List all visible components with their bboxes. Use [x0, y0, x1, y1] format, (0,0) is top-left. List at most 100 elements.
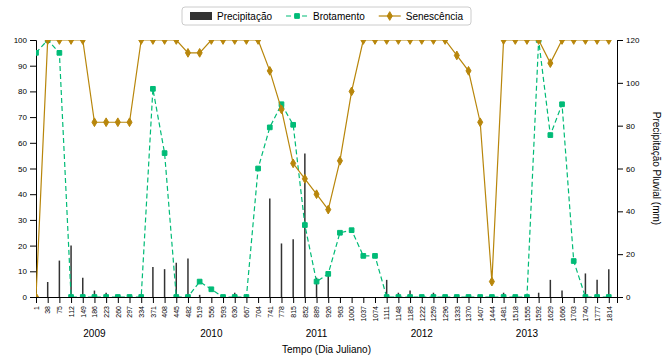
- precip-bar: [47, 282, 49, 297]
- tick-mark: [422, 297, 423, 303]
- tick-label: 1814: [606, 306, 613, 322]
- marker: [513, 40, 518, 44]
- tick: 149: [79, 297, 86, 318]
- tick-mark: [492, 297, 493, 303]
- tick: 1259: [430, 297, 437, 322]
- marker: [361, 40, 366, 44]
- tick-mark: [574, 297, 575, 303]
- tick-mark: [30, 194, 36, 195]
- tick-label: 120: [626, 36, 640, 45]
- tick-label: 223: [103, 306, 110, 318]
- tick-label: 100: [14, 36, 28, 45]
- x-axis-title: Tempo (Dia Juliano): [282, 344, 371, 355]
- tick-mark: [106, 297, 107, 303]
- tick: 926: [325, 297, 332, 318]
- marks: [36, 40, 611, 297]
- tick: 741: [267, 297, 274, 318]
- marker: [466, 295, 471, 297]
- tick-label: 1518: [512, 306, 519, 322]
- tick-mark: [30, 40, 36, 41]
- tick-mark: [30, 220, 36, 221]
- tick-mark: [363, 297, 364, 303]
- tick-label: 70: [18, 113, 27, 122]
- tick-label: 704: [255, 306, 262, 318]
- marker: [232, 295, 237, 297]
- tick-mark: [94, 297, 95, 303]
- tick-mark: [317, 297, 318, 303]
- tick-mark: [352, 297, 353, 303]
- marker: [443, 40, 448, 44]
- tick: 1222: [418, 297, 425, 322]
- marker: [419, 40, 424, 44]
- legend-item: Brotamento: [286, 11, 365, 22]
- marker: [489, 277, 494, 286]
- tick: 38: [44, 297, 51, 314]
- marker: [536, 40, 541, 44]
- plot: 1387511214918622326029733437140844548251…: [14, 36, 662, 355]
- tick-mark: [597, 297, 598, 303]
- tick-mark: [617, 297, 623, 298]
- tick: 593: [220, 297, 227, 318]
- tick-label: 80: [18, 87, 27, 96]
- marker: [186, 295, 191, 297]
- tick-label: 1666: [559, 306, 566, 322]
- tick-label: 60: [626, 165, 635, 174]
- tick: 1185: [407, 297, 414, 321]
- tick-label: 1259: [430, 306, 437, 322]
- tick: 60: [18, 139, 36, 148]
- tick-label: 1407: [477, 306, 484, 322]
- tick: 482: [185, 297, 192, 318]
- tick-label: 445: [173, 306, 180, 318]
- tick-label: 1555: [524, 306, 531, 322]
- marker: [92, 295, 97, 297]
- legend-item: Senescência: [379, 11, 464, 22]
- y-axis: 0102030405060708090100: [14, 36, 37, 302]
- tick-label: 20: [626, 250, 635, 259]
- precip-bar: [187, 258, 189, 297]
- marker: [197, 48, 202, 57]
- marker: [139, 295, 144, 297]
- line: [36, 40, 609, 297]
- tick-mark: [445, 297, 446, 303]
- marker: [571, 40, 576, 44]
- precip-bar: [292, 239, 294, 297]
- marker: [104, 118, 109, 127]
- marker: [291, 122, 296, 127]
- series: [36, 154, 609, 297]
- tick-mark: [617, 169, 623, 170]
- tick-mark: [539, 297, 540, 303]
- tick-mark: [30, 271, 36, 272]
- marker: [209, 287, 214, 292]
- tick-mark: [30, 169, 36, 170]
- tick-mark: [141, 297, 142, 303]
- tick: 1518: [512, 297, 519, 322]
- tick-label: 149: [79, 306, 86, 318]
- tick-label: 741: [267, 306, 274, 318]
- marker: [361, 254, 366, 259]
- tick-label: 371: [150, 306, 157, 318]
- tick: 556: [208, 297, 215, 318]
- tick: 519: [196, 297, 203, 318]
- marker: [326, 205, 331, 214]
- tick-mark: [30, 66, 36, 67]
- tick: 70: [18, 113, 36, 122]
- marker: [80, 40, 85, 44]
- marker: [466, 66, 471, 75]
- marker: [478, 118, 483, 127]
- marker: [384, 40, 389, 44]
- legend-swatch: [190, 12, 212, 20]
- tick-label: 1703: [570, 306, 577, 322]
- tick-mark: [258, 297, 259, 303]
- marker: [150, 40, 155, 44]
- tick-mark: [398, 297, 399, 303]
- precip-bar: [59, 261, 61, 297]
- tick-label: 519: [196, 306, 203, 318]
- marker: [408, 295, 413, 297]
- tick: 223: [103, 297, 110, 318]
- legend-frame: [182, 7, 471, 25]
- marker: [396, 40, 401, 44]
- marker: [197, 279, 202, 284]
- marker: [115, 118, 120, 127]
- tick: 1111: [383, 297, 390, 320]
- tick: 75: [56, 297, 63, 314]
